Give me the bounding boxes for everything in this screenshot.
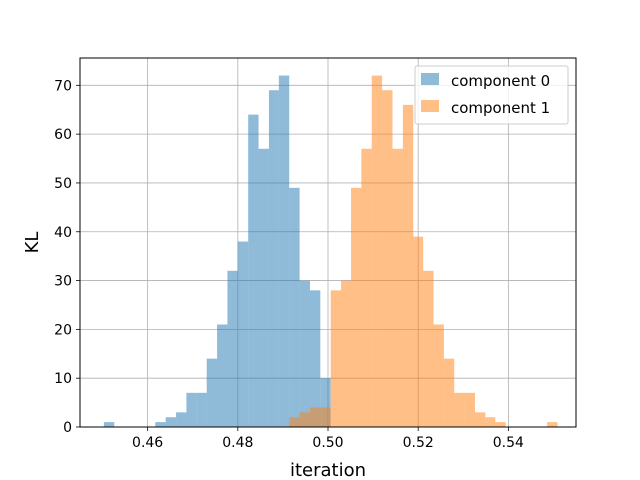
bar-component-1: [464, 392, 475, 427]
y-tick-label: 70: [54, 78, 72, 94]
y-tick-label: 30: [54, 274, 72, 290]
bar-component-1: [361, 148, 372, 428]
axis-ticks: 0.46 0.48 0.50 0.52 0.54 0 10 20 30 40 50 60 70: [54, 78, 524, 451]
bar-component-1: [433, 324, 444, 427]
legend: component 0 component 1: [414, 65, 569, 125]
bar-component-1: [392, 148, 403, 428]
bar-component-1: [341, 280, 351, 427]
bar-component-0: [206, 358, 218, 427]
bars: [103, 75, 558, 428]
bar-component-1: [309, 407, 321, 427]
bar-component-1: [547, 422, 558, 427]
bar-component-0: [320, 378, 331, 427]
y-tick-label: 0: [63, 420, 72, 436]
bar-component-1: [289, 417, 300, 427]
bar-component-1: [299, 412, 310, 427]
legend-box: [414, 65, 569, 125]
bar-component-0: [196, 392, 207, 427]
y-tick-label: 60: [54, 127, 72, 143]
x-tick-label: 0.46: [132, 435, 163, 451]
bar-component-0: [165, 417, 177, 427]
bar-component-1: [350, 187, 362, 427]
legend-swatch-component-0: [421, 73, 439, 85]
y-tick-label: 50: [54, 176, 72, 192]
bar-component-0: [155, 422, 166, 427]
bar-component-0: [227, 270, 238, 427]
bar-component-0: [176, 412, 187, 427]
y-tick-label: 10: [54, 371, 72, 387]
bar-component-0: [248, 114, 259, 427]
x-tick-label: 0.54: [493, 435, 524, 451]
y-axis-label: KL: [22, 232, 43, 254]
x-tick-label: 0.48: [222, 435, 253, 451]
bar-component-0: [217, 324, 228, 427]
bar-component-0: [299, 280, 310, 427]
x-tick-label: 0.52: [403, 435, 434, 451]
bar-component-0: [268, 90, 279, 427]
bar-component-0: [237, 241, 249, 427]
legend-swatch-component-1: [421, 100, 439, 112]
bar-component-1: [443, 358, 455, 427]
y-tick-label: 20: [54, 322, 72, 338]
bar-component-1: [423, 270, 434, 427]
bar-component-0: [309, 290, 321, 427]
bar-component-1: [371, 75, 383, 428]
bar-component-0: [186, 392, 197, 427]
legend-label-component-0: component 0: [451, 72, 550, 90]
bar-component-0: [103, 422, 115, 427]
legend-label-component-1: component 1: [451, 99, 550, 117]
bar-component-0: [278, 75, 290, 428]
bar-component-0: [289, 187, 300, 427]
bar-component-1: [454, 392, 465, 427]
x-axis-label: iteration: [290, 460, 366, 480]
bar-component-0: [258, 148, 269, 428]
bar-component-1: [485, 417, 496, 427]
bar-component-1: [382, 90, 393, 427]
bar-component-1: [330, 290, 342, 427]
bar-component-1: [320, 407, 331, 427]
x-tick-label: 0.50: [312, 435, 343, 451]
bar-component-1: [402, 104, 414, 427]
y-tick-label: 40: [54, 225, 72, 241]
bar-component-1: [495, 422, 506, 427]
bar-component-1: [413, 236, 424, 427]
bar-component-1: [474, 412, 486, 427]
